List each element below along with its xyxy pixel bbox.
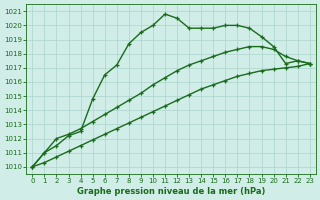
X-axis label: Graphe pression niveau de la mer (hPa): Graphe pression niveau de la mer (hPa) bbox=[77, 187, 265, 196]
